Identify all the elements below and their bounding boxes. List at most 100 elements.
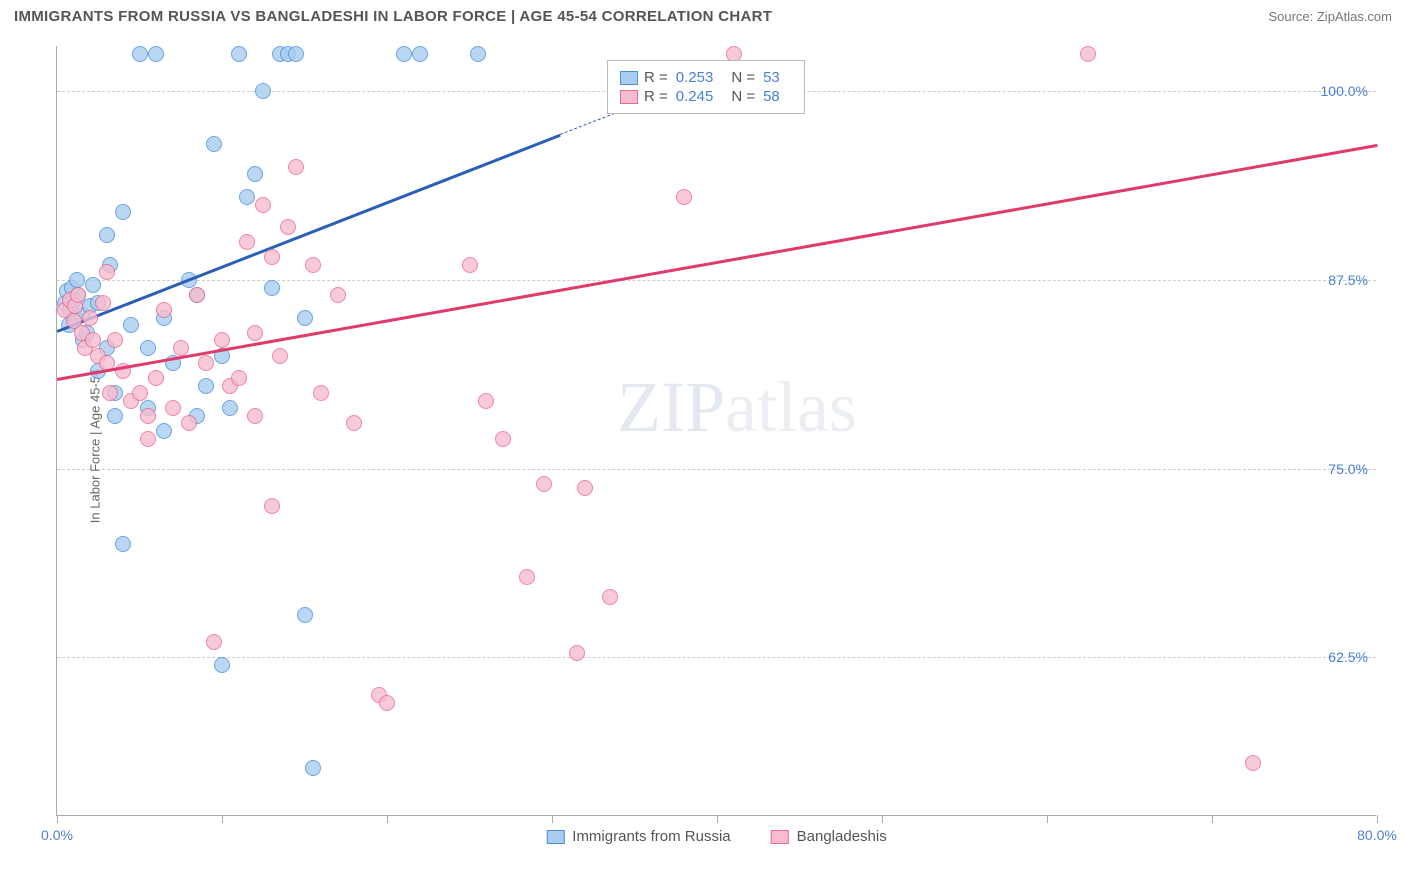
scatter-point-russia [123,317,139,333]
legend-n-value-russia: 53 [763,69,780,86]
scatter-point-bangladeshi [346,415,362,431]
scatter-point-bangladeshi [280,219,296,235]
scatter-point-bangladeshi [1080,46,1096,62]
source-link[interactable]: ZipAtlas.com [1317,9,1392,24]
scatter-point-russia [297,310,313,326]
scatter-point-russia [222,400,238,416]
legend-label-russia: Immigrants from Russia [572,828,730,845]
x-tick [222,815,223,823]
scatter-point-russia [198,378,214,394]
scatter-point-bangladeshi [173,340,189,356]
legend-r-label: R = [644,69,668,86]
x-tick [1377,815,1378,823]
scatter-point-russia [69,272,85,288]
scatter-point-bangladeshi [330,287,346,303]
gridline [57,657,1376,658]
scatter-point-bangladeshi [148,370,164,386]
scatter-point-bangladeshi [107,332,123,348]
scatter-point-bangladeshi [462,257,478,273]
scatter-point-russia [132,46,148,62]
scatter-point-russia [247,166,263,182]
gridline [57,280,1376,281]
x-tick-label: 80.0% [1357,827,1397,843]
legend-item-russia: Immigrants from Russia [546,828,730,845]
x-tick [1212,815,1213,823]
source-label: Source: [1268,9,1316,24]
scatter-point-bangladeshi [602,589,618,605]
scatter-point-bangladeshi [82,310,98,326]
legend-item-bangladeshi: Bangladeshis [771,828,887,845]
scatter-point-russia [148,46,164,62]
plot-area: ZIPatlas 62.5%75.0%87.5%100.0%0.0%80.0%R… [56,46,1376,816]
scatter-point-bangladeshi [140,408,156,424]
scatter-point-bangladeshi [536,476,552,492]
legend-r-label: R = [644,88,668,105]
legend-swatch-bottom-russia [546,830,564,844]
scatter-point-russia [264,280,280,296]
series-legend: Immigrants from Russia Bangladeshis [546,828,886,845]
scatter-point-russia [412,46,428,62]
scatter-point-bangladeshi [102,385,118,401]
watermark: ZIPatlas [617,366,857,449]
scatter-point-bangladeshi [181,415,197,431]
scatter-point-bangladeshi [288,159,304,175]
scatter-point-russia [396,46,412,62]
scatter-point-bangladeshi [676,189,692,205]
scatter-point-bangladeshi [313,385,329,401]
scatter-point-bangladeshi [272,348,288,364]
legend-swatch-bottom-bangladeshi [771,830,789,844]
scatter-point-bangladeshi [1245,755,1261,771]
scatter-point-bangladeshi [156,302,172,318]
legend-label-bangladeshi: Bangladeshis [797,828,887,845]
source-attribution: Source: ZipAtlas.com [1268,9,1392,24]
legend-swatch-russia [620,71,638,85]
legend-n-label: N = [731,69,755,86]
scatter-point-bangladeshi [231,370,247,386]
scatter-point-bangladeshi [577,480,593,496]
scatter-point-bangladeshi [305,257,321,273]
chart-container: In Labor Force | Age 45-54 ZIPatlas 62.5… [14,36,1392,856]
scatter-point-russia [255,83,271,99]
scatter-point-bangladeshi [206,634,222,650]
legend-swatch-bangladeshi [620,90,638,104]
y-tick-label: 87.5% [1328,272,1368,288]
scatter-point-russia [115,204,131,220]
scatter-point-russia [470,46,486,62]
scatter-point-russia [115,536,131,552]
scatter-point-bangladeshi [140,431,156,447]
scatter-point-bangladeshi [264,249,280,265]
legend-row-russia: R = 0.253 N = 53 [620,69,792,86]
legend-row-bangladeshi: R = 0.245 N = 58 [620,88,792,105]
y-tick-label: 100.0% [1321,83,1368,99]
scatter-point-bangladeshi [198,355,214,371]
scatter-point-russia [85,277,101,293]
scatter-point-russia [140,340,156,356]
scatter-point-bangladeshi [70,287,86,303]
x-tick [882,815,883,823]
scatter-point-russia [156,423,172,439]
scatter-point-bangladeshi [99,264,115,280]
scatter-point-bangladeshi [379,695,395,711]
legend-n-label: N = [731,88,755,105]
correlation-legend: R = 0.253 N = 53 R = 0.245 N = 58 [607,60,805,114]
scatter-point-bangladeshi [495,431,511,447]
scatter-point-russia [239,189,255,205]
scatter-point-bangladeshi [247,408,263,424]
scatter-point-bangladeshi [214,332,230,348]
y-tick-label: 75.0% [1328,461,1368,477]
scatter-point-bangladeshi [255,197,271,213]
scatter-point-russia [107,408,123,424]
scatter-point-bangladeshi [95,295,111,311]
watermark-atlas: atlas [725,367,857,447]
legend-r-value-russia: 0.253 [676,69,714,86]
x-tick-label: 0.0% [41,827,73,843]
y-tick-label: 62.5% [1328,649,1368,665]
legend-n-value-bangladeshi: 58 [763,88,780,105]
gridline [57,469,1376,470]
chart-title: IMMIGRANTS FROM RUSSIA VS BANGLADESHI IN… [14,8,772,25]
scatter-point-russia [231,46,247,62]
scatter-point-bangladeshi [519,569,535,585]
x-tick [717,815,718,823]
scatter-point-bangladeshi [165,400,181,416]
legend-r-value-bangladeshi: 0.245 [676,88,714,105]
